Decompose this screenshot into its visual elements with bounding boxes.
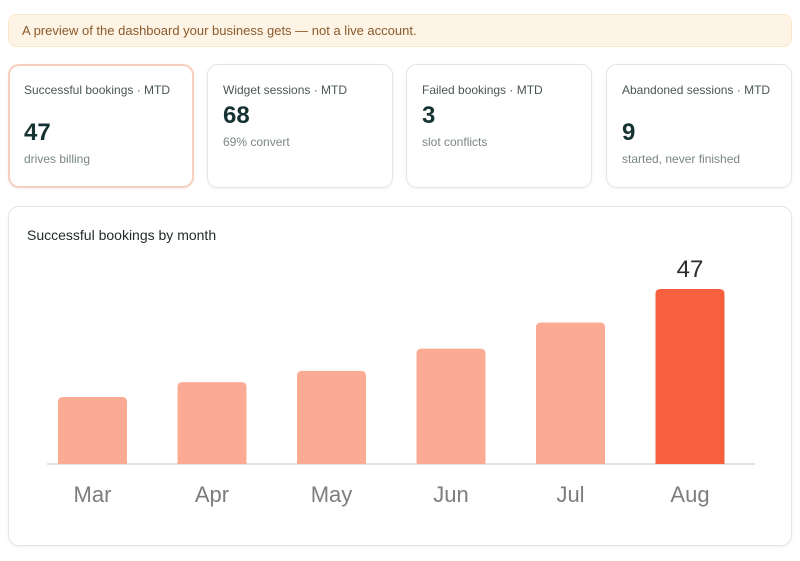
kpi-value: 3 xyxy=(422,102,436,129)
kpi-subtext: slot conflicts xyxy=(422,135,488,149)
kpi-label: Widget sessions · MTD xyxy=(223,83,348,97)
x-tick-label-apr: Apr xyxy=(195,482,229,507)
preview-banner: A preview of the dashboard your business… xyxy=(8,14,792,47)
data-label-aug: 47 xyxy=(677,256,704,283)
x-tick-label-mar: Mar xyxy=(74,482,112,507)
bar-mar xyxy=(58,396,127,464)
kpi-card-failed-bookings: Failed bookings · MTD 3 slot conflicts xyxy=(406,64,592,188)
kpi-subtext: started, never finished xyxy=(622,152,741,166)
kpi-card-abandoned-sessions: Abandoned sessions · MTD 9 started, neve… xyxy=(606,64,792,188)
x-tick-label-may: May xyxy=(311,482,353,507)
chart-title: Successful bookings by month xyxy=(27,227,217,243)
bookings-chart-panel: Successful bookings by month Mar Apr May Ju… xyxy=(8,206,792,546)
kpi-cards: Successful bookings · MTD 47 drives bill… xyxy=(8,64,794,189)
kpi-value: 47 xyxy=(24,119,51,146)
x-tick-label-jun: Jun xyxy=(433,482,468,507)
kpi-label: Failed bookings · MTD xyxy=(422,83,543,97)
bar-may xyxy=(297,370,366,464)
x-tick-label-aug: Aug xyxy=(670,482,709,507)
bar-aug xyxy=(655,289,725,464)
kpi-value: 68 xyxy=(223,102,250,129)
kpi-label: Abandoned sessions · MTD xyxy=(622,83,771,97)
kpi-subtext: 69% convert xyxy=(223,135,290,149)
kpi-value: 9 xyxy=(622,119,636,146)
kpi-card-successful-bookings: Successful bookings · MTD 47 drives bill… xyxy=(8,64,194,188)
kpi-card-widget-sessions: Widget sessions · MTD 68 69% convert xyxy=(207,64,393,188)
bookings-bar-chart: Mar Apr May Jun Jul Aug 47 xyxy=(47,256,755,507)
bar-jun xyxy=(416,348,486,464)
kpi-label: Successful bookings · MTD xyxy=(24,83,171,97)
bar-jul xyxy=(536,322,605,464)
bar-apr xyxy=(177,382,247,464)
kpi-subtext: drives billing xyxy=(24,152,91,166)
x-tick-label-jul: Jul xyxy=(556,482,584,507)
